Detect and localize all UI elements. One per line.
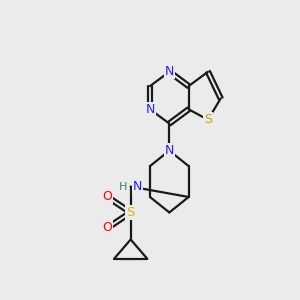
Text: O: O <box>103 190 112 203</box>
Text: N: N <box>165 65 174 78</box>
Text: N: N <box>145 103 155 116</box>
Text: H: H <box>118 182 127 192</box>
Text: S: S <box>127 206 135 219</box>
Text: N: N <box>165 144 174 157</box>
Text: S: S <box>204 113 212 126</box>
Text: O: O <box>103 221 112 234</box>
Text: N: N <box>133 180 142 193</box>
